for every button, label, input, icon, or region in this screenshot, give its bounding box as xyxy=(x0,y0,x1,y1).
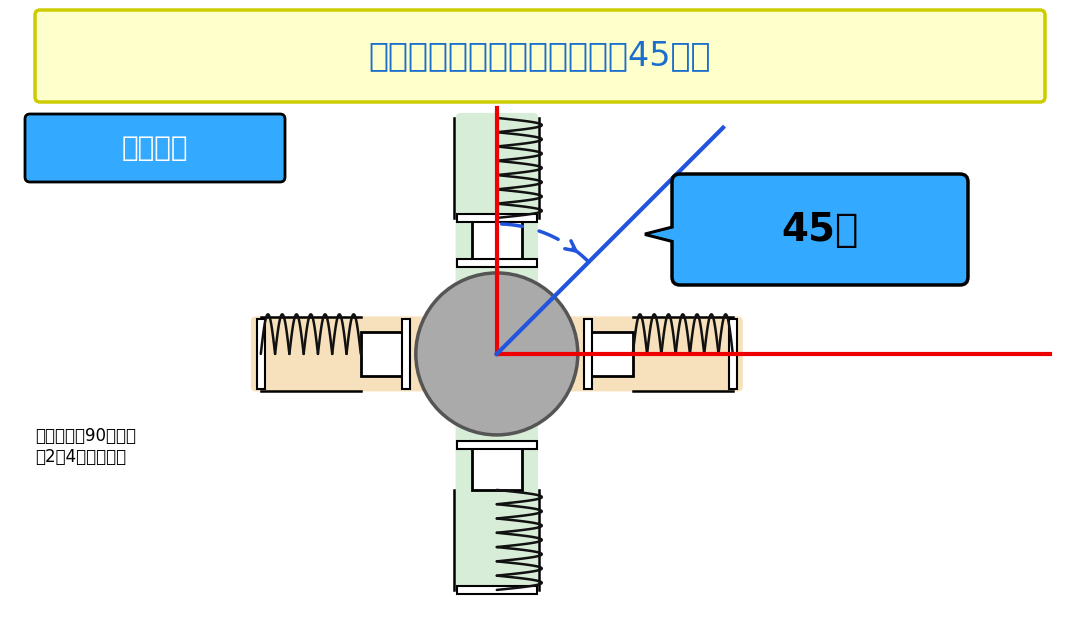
Text: 当步距角为90度和使
用2相4极电机时。: 当步距角为90度和使 用2相4极电机时。 xyxy=(35,427,136,466)
Bar xyxy=(402,319,409,389)
Bar xyxy=(457,586,537,594)
Bar xyxy=(257,319,265,389)
Text: 半步模式: 半步模式 xyxy=(122,134,188,162)
Polygon shape xyxy=(645,225,681,244)
Bar xyxy=(472,218,522,263)
Circle shape xyxy=(416,273,578,435)
Text: 45度: 45度 xyxy=(781,210,859,248)
Polygon shape xyxy=(650,226,684,243)
Bar xyxy=(584,319,592,389)
FancyBboxPatch shape xyxy=(25,114,285,182)
Bar xyxy=(472,445,522,490)
FancyBboxPatch shape xyxy=(251,317,743,391)
Text: 在半步模式下，转子每步旋轤45度。: 在半步模式下，转子每步旋轤45度。 xyxy=(368,40,712,73)
FancyBboxPatch shape xyxy=(35,10,1045,102)
Bar xyxy=(457,214,537,222)
FancyBboxPatch shape xyxy=(672,174,968,285)
FancyBboxPatch shape xyxy=(456,113,538,595)
Bar xyxy=(729,319,737,389)
Bar xyxy=(361,332,406,376)
Bar xyxy=(588,332,633,376)
Bar xyxy=(457,259,537,267)
Bar xyxy=(457,441,537,449)
